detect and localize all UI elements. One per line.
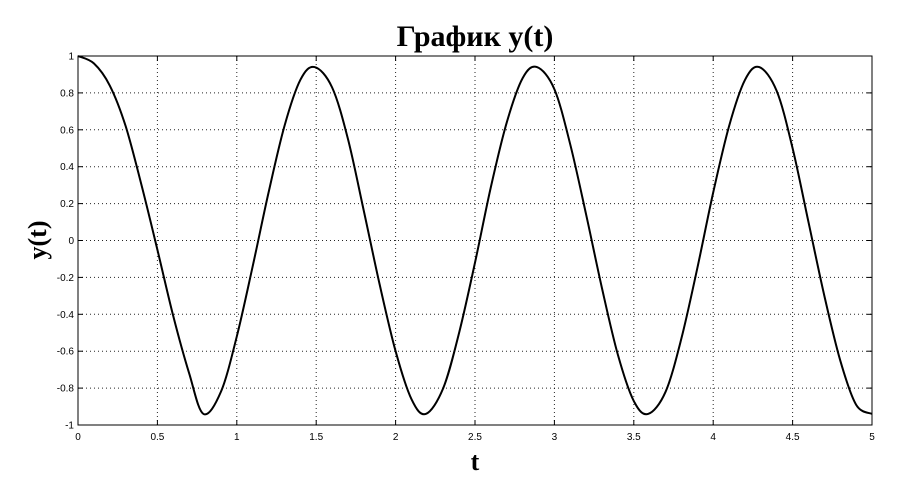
y-tick-label: -0.4	[57, 310, 75, 321]
series-line-y	[77, 55, 873, 416]
y-tick-label: 1	[68, 52, 74, 63]
series-layer	[77, 55, 873, 416]
y-tick-label: -0.6	[57, 347, 75, 358]
y-tick-label: 0.4	[60, 162, 74, 173]
axis-ticks: 0 0.5 1 1.5 2 2.5 3 3.5 4 4.5 5 1 0.8 0.6 0.4 0.2 0 -0.2 -…	[57, 52, 875, 444]
x-tick-label: 1	[234, 432, 240, 443]
y-axis-label: y(t)	[23, 221, 52, 260]
x-tick-label: 3.5	[627, 432, 641, 443]
x-tick-label: 4	[710, 432, 716, 443]
x-tick-label: 3	[552, 432, 558, 443]
y-tick-label: 0.8	[60, 88, 74, 99]
x-tick-label: 0	[75, 432, 81, 443]
axes-frame	[77, 55, 873, 426]
y-tick-label: 0.2	[60, 199, 74, 210]
y-tick-label: -0.8	[57, 384, 75, 395]
x-tick-label: 2.5	[468, 432, 482, 443]
x-tick-label: 4.5	[786, 432, 800, 443]
x-tick-label: 1.5	[309, 432, 323, 443]
chart-title: График y(t)	[397, 20, 554, 53]
x-axis-label: t	[471, 447, 480, 476]
x-tick-label: 0.5	[150, 432, 164, 443]
y-tick-label: 0.6	[60, 125, 74, 136]
grid	[78, 56, 872, 425]
x-tick-label: 2	[393, 432, 399, 443]
x-tick-label: 5	[869, 432, 875, 443]
y-tick-label: -0.2	[57, 273, 75, 284]
y-tick-label: -1	[65, 421, 74, 432]
y-tick-label: 0	[68, 236, 74, 247]
